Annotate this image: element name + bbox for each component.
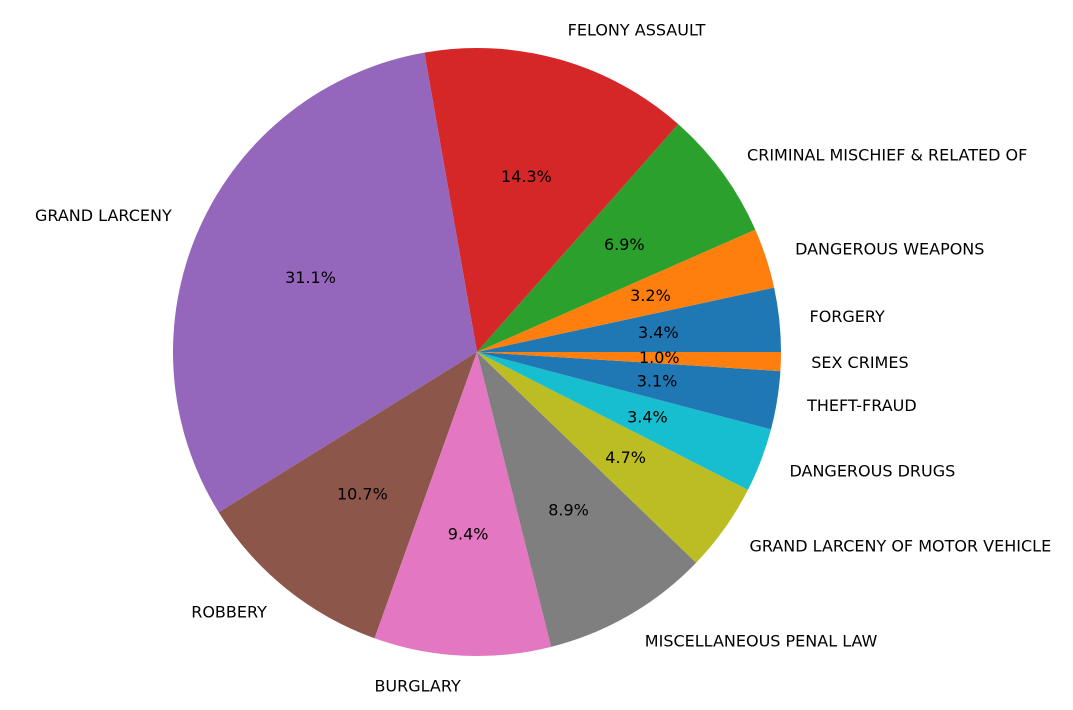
pie-category-labels: FORGERY DANGEROUS WEAPONS CRIMINAL MISCHIE… bbox=[35, 21, 1051, 696]
pie-pct-label-burglary: 9.4% bbox=[448, 525, 489, 544]
pie-pct-label-dangerous-drugs: 3.4% bbox=[627, 407, 668, 426]
pie-pct-label-dangerous-weapons: 3.2% bbox=[630, 286, 671, 305]
pie-category-label-forgery: FORGERY bbox=[809, 307, 885, 326]
pie-slice-miscellaneous-penal-law bbox=[477, 352, 697, 647]
pie-pct-label-felony-assault: 14.3% bbox=[501, 167, 552, 186]
pie-slice-robbery bbox=[218, 352, 477, 639]
pie-pct-label-robbery: 10.7% bbox=[337, 484, 388, 503]
pie-slice-dangerous-drugs bbox=[477, 352, 771, 490]
pie-slice-sex-crimes bbox=[477, 352, 781, 372]
pie-pct-label-grand-larceny: 31.1% bbox=[285, 268, 336, 287]
pie-percentage-labels: 3.4% 3.2% 6.9% 14.3% 31.1% 10.7% 9.4% 8.9% 4.7% 3… bbox=[285, 167, 680, 544]
pie-pct-label-grand-larceny-of-motor-vehicle: 4.7% bbox=[605, 448, 646, 467]
pie-pct-label-criminal-mischief-related-of: 6.9% bbox=[604, 235, 645, 254]
pie-category-label-burglary: BURGLARY bbox=[374, 677, 461, 696]
pie-slice-burglary bbox=[374, 352, 552, 656]
pie-category-label-sex-crimes: SEX CRIMES bbox=[811, 353, 908, 372]
pie-slice-dangerous-weapons bbox=[477, 229, 775, 352]
pie-pct-label-miscellaneous-penal-law: 8.9% bbox=[548, 500, 589, 519]
pie-slices bbox=[172, 48, 781, 656]
pie-slice-grand-larceny-of-motor-vehicle bbox=[477, 352, 748, 563]
pie-slice-theft-fraud bbox=[477, 352, 781, 430]
pie-category-label-miscellaneous-penal-law: MISCELLANEOUS PENAL LAW bbox=[645, 632, 878, 651]
pie-category-label-grand-larceny-of-motor-vehicle: GRAND LARCENY OF MOTOR VEHICLE bbox=[749, 536, 1051, 555]
pie-category-label-felony-assault: FELONY ASSAULT bbox=[568, 21, 706, 40]
pie-pct-label-theft-fraud: 3.1% bbox=[637, 372, 678, 391]
pie-slice-forgery bbox=[477, 287, 781, 352]
pie-pct-label-sex-crimes: 1.0% bbox=[639, 348, 680, 367]
pie-slice-felony-assault bbox=[424, 48, 679, 353]
pie-slice-grand-larceny bbox=[172, 52, 478, 513]
pie-category-label-dangerous-weapons: DANGEROUS WEAPONS bbox=[795, 239, 984, 258]
pie-category-label-criminal-mischief-related-of: CRIMINAL MISCHIEF & RELATED OF bbox=[747, 145, 1027, 164]
pie-category-label-theft-fraud: THEFT-FRAUD bbox=[806, 396, 917, 415]
pie-category-label-dangerous-drugs: DANGEROUS DRUGS bbox=[789, 462, 955, 481]
pie-category-label-grand-larceny: GRAND LARCENY bbox=[35, 206, 172, 225]
pie-pct-label-forgery: 3.4% bbox=[638, 323, 679, 342]
pie-category-label-robbery: ROBBERY bbox=[191, 603, 267, 622]
pie-slice-criminal-mischief-related-of bbox=[477, 124, 756, 352]
